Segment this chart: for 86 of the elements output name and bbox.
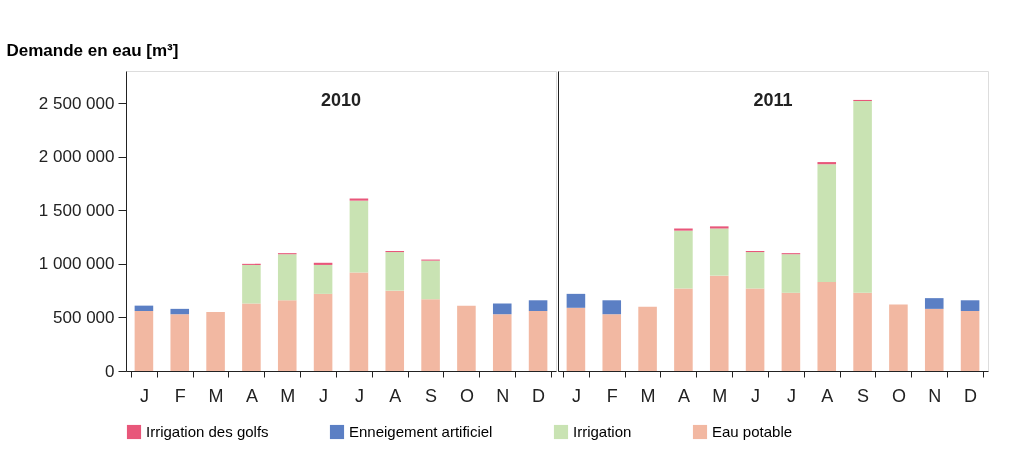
bar	[313, 293, 333, 371]
bar	[709, 226, 729, 229]
bar	[960, 311, 980, 371]
legend-label: Irrigation	[573, 423, 632, 440]
y-tick-label: 1 500 000	[38, 200, 115, 220]
y-tick-label: 1 000 000	[38, 254, 115, 274]
x-tick-label: J	[319, 385, 329, 406]
x-tick-label: A	[677, 385, 690, 406]
bar	[817, 282, 837, 371]
legend-label: Enneigement artificiel	[349, 423, 493, 440]
bar	[745, 288, 765, 371]
bar	[638, 306, 657, 371]
bar	[781, 254, 801, 293]
x-tick-label: N	[496, 385, 510, 406]
bar	[170, 314, 190, 371]
bar	[313, 262, 333, 265]
bar	[421, 260, 440, 300]
bar	[385, 252, 405, 291]
bar	[349, 200, 369, 273]
x-tick-label: J	[751, 385, 761, 406]
x-tick-label: J	[571, 385, 581, 406]
bar	[889, 304, 908, 371]
y-tick-label: 500 000	[53, 307, 115, 327]
bar	[349, 198, 369, 201]
bar	[745, 252, 765, 289]
bar	[206, 312, 225, 371]
bar	[457, 305, 476, 371]
bar	[817, 162, 837, 165]
bar	[853, 101, 872, 293]
y-tick-label: 2 000 000	[38, 147, 115, 167]
bar	[134, 305, 154, 311]
bar	[313, 264, 333, 294]
x-tick-label: S	[425, 385, 438, 406]
bar	[385, 290, 405, 371]
bar	[170, 308, 190, 315]
bar	[528, 311, 548, 371]
bar	[674, 228, 693, 231]
text: 2010	[320, 90, 362, 110]
x-tick-label: J	[354, 385, 364, 406]
bar	[960, 300, 980, 311]
x-tick-label: A	[821, 385, 834, 406]
x-tick-label: F	[174, 385, 186, 406]
legend-label: Irrigation des golfs	[146, 423, 269, 440]
x-tick-label: F	[606, 385, 618, 406]
bar	[421, 299, 440, 371]
bar	[566, 293, 586, 308]
y-tick-label: 0	[105, 361, 115, 381]
x-tick-label: M	[280, 385, 296, 406]
y-tick-label: 2 500 000	[38, 93, 115, 113]
bar	[674, 230, 693, 289]
y-axis-title: Demande en eau [m³]	[6, 40, 179, 60]
x-tick-label: D	[964, 385, 978, 406]
bar	[602, 300, 622, 315]
bar	[277, 300, 297, 371]
bar	[528, 300, 548, 311]
x-tick-label: M	[712, 385, 728, 406]
bar	[853, 292, 872, 371]
bar	[709, 228, 729, 276]
x-tick-label: N	[928, 385, 942, 406]
bar	[781, 292, 801, 371]
x-tick-label: D	[532, 385, 546, 406]
bar	[134, 311, 154, 371]
bar	[924, 298, 944, 309]
bar	[492, 303, 512, 315]
bar	[566, 307, 586, 371]
x-tick-label: M	[640, 385, 656, 406]
bar	[817, 164, 837, 283]
bar	[674, 288, 693, 371]
x-tick-label: A	[389, 385, 402, 406]
text: 2011	[753, 90, 793, 110]
x-tick-label: J	[786, 385, 796, 406]
legend-label: Eau potable	[712, 423, 793, 440]
bar	[602, 314, 622, 371]
bar	[924, 308, 944, 371]
bar	[242, 264, 261, 304]
bar	[277, 254, 297, 301]
x-tick-label: O	[459, 385, 474, 406]
x-tick-label: M	[208, 385, 224, 406]
x-tick-label: J	[139, 385, 149, 406]
x-tick-label: O	[891, 385, 906, 406]
bar	[349, 272, 369, 371]
x-tick-label: A	[245, 385, 258, 406]
x-tick-label: S	[857, 385, 870, 406]
bar	[709, 275, 729, 371]
bar	[492, 314, 512, 371]
bar	[242, 303, 261, 371]
